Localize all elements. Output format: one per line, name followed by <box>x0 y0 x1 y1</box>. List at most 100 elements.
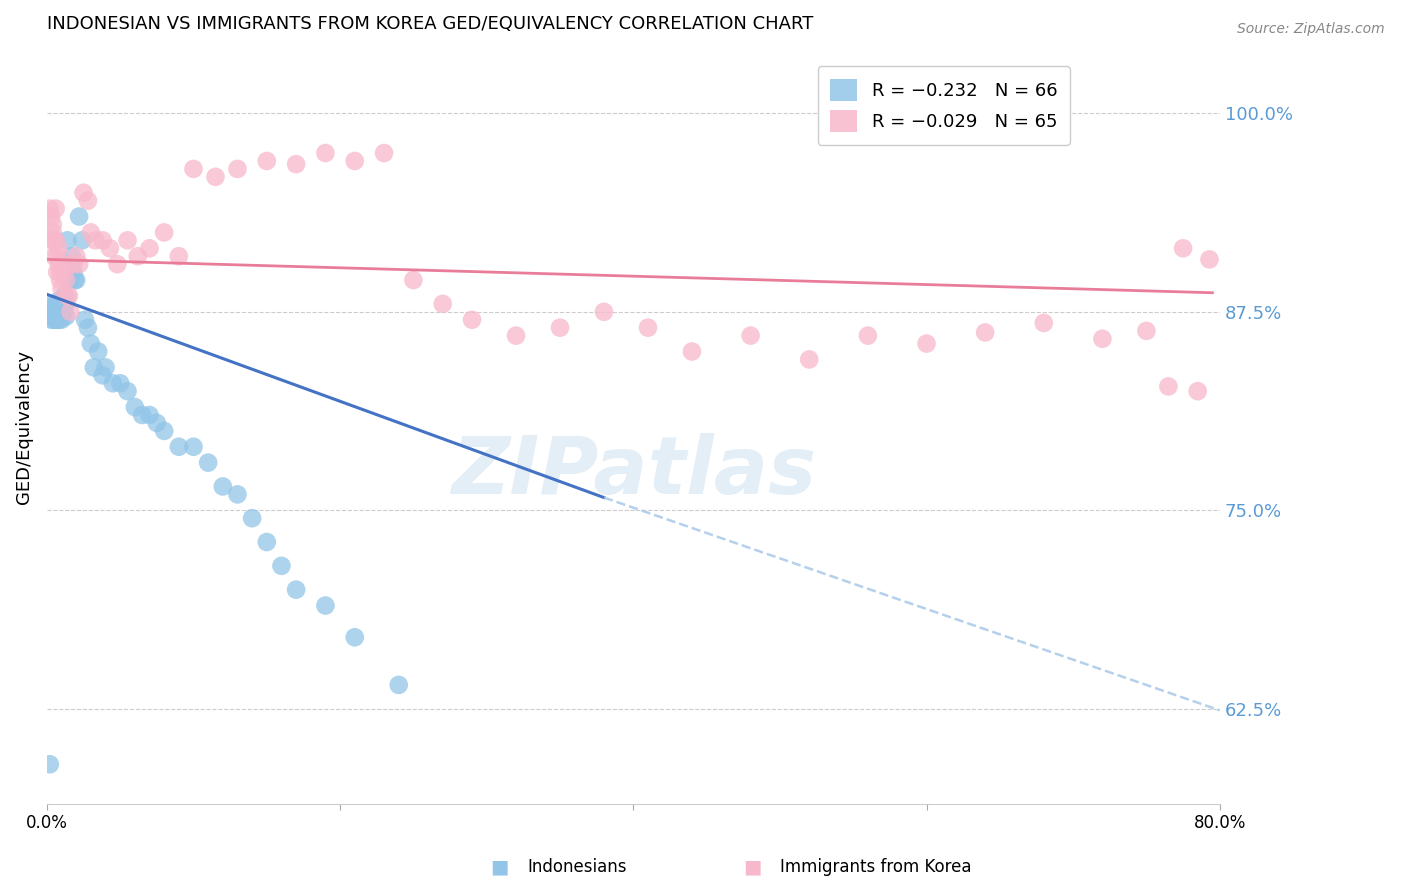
Point <box>44 249 66 263</box>
Point <box>80 336 103 351</box>
Point <box>51 312 73 326</box>
Text: INDONESIAN VS IMMIGRANTS FROM KOREA GED/EQUIVALENCY CORRELATION CHART: INDONESIAN VS IMMIGRANTS FROM KOREA GED/… <box>46 15 813 33</box>
Point <box>197 456 219 470</box>
Point <box>1091 332 1114 346</box>
Point <box>127 249 149 263</box>
Point <box>91 233 114 247</box>
Point <box>98 241 121 255</box>
Point <box>856 328 879 343</box>
Point <box>67 210 90 224</box>
Point <box>48 305 70 319</box>
Point <box>211 479 233 493</box>
Point <box>270 558 292 573</box>
Point <box>44 305 66 319</box>
Legend: R = −0.232   N = 66, R = −0.029   N = 65: R = −0.232 N = 66, R = −0.029 N = 65 <box>817 66 1070 145</box>
Point <box>117 233 139 247</box>
Point <box>637 320 659 334</box>
Point <box>461 312 484 326</box>
Point <box>62 265 84 279</box>
Point <box>46 312 69 326</box>
Point <box>44 233 66 247</box>
Point <box>1135 324 1157 338</box>
Point <box>39 305 62 319</box>
Point <box>183 440 205 454</box>
Point <box>1187 384 1209 399</box>
Point <box>153 424 176 438</box>
Point <box>226 487 249 501</box>
Point <box>48 257 70 271</box>
Point <box>46 249 69 263</box>
Point <box>915 336 938 351</box>
Point <box>799 352 821 367</box>
Point <box>42 218 65 232</box>
Point <box>72 186 94 200</box>
Point <box>53 265 76 279</box>
Point <box>388 678 411 692</box>
Y-axis label: GED/Equivalency: GED/Equivalency <box>15 350 32 504</box>
Point <box>70 233 93 247</box>
Point <box>58 289 80 303</box>
Point <box>153 226 176 240</box>
Point <box>51 297 73 311</box>
Point <box>73 312 96 326</box>
Point <box>101 376 124 391</box>
Point <box>285 157 308 171</box>
Point <box>48 312 70 326</box>
Point <box>167 249 190 263</box>
Point <box>505 328 527 343</box>
Point <box>56 289 79 303</box>
Point <box>52 293 75 308</box>
Point <box>373 146 395 161</box>
Point <box>77 320 100 334</box>
Point <box>49 273 72 287</box>
Point <box>77 194 100 208</box>
Point <box>42 226 65 240</box>
Point <box>39 312 62 326</box>
Point <box>55 273 77 287</box>
Point <box>59 305 82 319</box>
Point <box>38 202 60 216</box>
Point <box>42 310 65 324</box>
Point <box>42 305 65 319</box>
Point <box>63 273 86 287</box>
Point <box>84 233 107 247</box>
Point <box>117 384 139 399</box>
Point <box>183 161 205 176</box>
Point <box>124 400 146 414</box>
Point <box>256 153 278 168</box>
Point <box>59 273 82 287</box>
Point <box>44 300 66 314</box>
Point <box>51 305 73 319</box>
Point <box>974 326 997 340</box>
Point <box>1157 379 1180 393</box>
Point <box>65 249 87 263</box>
Point <box>593 305 616 319</box>
Point <box>740 328 762 343</box>
Point <box>42 297 65 311</box>
Point <box>83 360 105 375</box>
Point <box>240 511 263 525</box>
Point <box>46 310 69 324</box>
Point <box>1032 316 1054 330</box>
Point <box>45 202 67 216</box>
Point <box>46 300 69 314</box>
Point <box>67 257 90 271</box>
Point <box>49 305 72 319</box>
Text: Source: ZipAtlas.com: Source: ZipAtlas.com <box>1237 22 1385 37</box>
Point <box>49 310 72 324</box>
Point <box>45 233 67 247</box>
Point <box>39 210 62 224</box>
Point <box>105 257 128 271</box>
Point <box>91 368 114 383</box>
Point <box>53 289 76 303</box>
Point <box>1171 241 1194 255</box>
Point <box>226 161 249 176</box>
Point <box>56 233 79 247</box>
Point <box>62 257 84 271</box>
Point <box>204 169 226 184</box>
Point <box>131 408 153 422</box>
Point <box>94 360 117 375</box>
Point <box>55 310 77 324</box>
Point <box>402 273 425 287</box>
Point <box>49 265 72 279</box>
